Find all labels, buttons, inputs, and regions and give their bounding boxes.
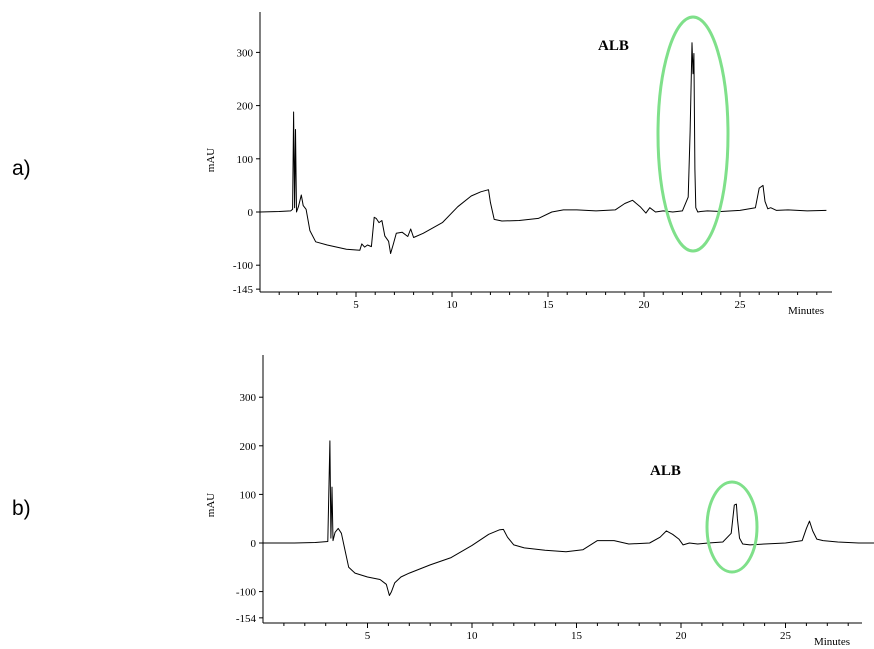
panel-label-a: a) (12, 157, 31, 180)
chart-panel-b: 300 200 100 0 -100 -154 5 10 15 20 25 mAU Minutes ALB (205, 355, 874, 648)
x-tick-label: 10 (467, 630, 479, 642)
chromatogram-trace (263, 440, 874, 596)
y-tick-label: 0 (251, 538, 257, 550)
x-tick-label: 25 (735, 299, 747, 311)
y-tick-label: 300 (237, 47, 254, 59)
chart-panel-a: 300 200 100 0 -100 -145 5 10 15 20 25 mAU Minutes ALB (205, 12, 832, 317)
y-tick-label: -145 (233, 284, 254, 296)
x-axis-title: Minutes (788, 305, 824, 317)
y-tick-label: 0 (248, 207, 254, 219)
y-tick-label: -100 (236, 587, 257, 599)
y-tick-label: -100 (233, 260, 254, 272)
x-tick-label: 15 (571, 630, 583, 642)
x-tick-label: 5 (365, 630, 371, 642)
y-tick-label: 200 (237, 101, 254, 113)
x-axis-title: Minutes (814, 636, 850, 648)
x-tick-label: 5 (353, 299, 359, 311)
x-tick-label: 20 (676, 630, 688, 642)
y-tick-label: 200 (240, 441, 257, 453)
y-axis-title: mAU (205, 493, 217, 518)
y-tick-label: 300 (240, 392, 257, 404)
panel-label-b: b) (12, 497, 31, 520)
x-tick-label: 20 (639, 299, 651, 311)
y-axis-title: mAU (205, 148, 217, 173)
chromatogram-trace (259, 42, 827, 254)
y-tick-label: -154 (236, 613, 257, 625)
alb-peak-highlight (705, 480, 759, 574)
alb-peak-label: ALB (650, 463, 681, 479)
x-tick-label: 10 (447, 299, 459, 311)
x-tick-label: 15 (543, 299, 555, 311)
y-tick-label: 100 (237, 154, 254, 166)
alb-peak-highlight (656, 15, 730, 253)
x-tick-label: 25 (780, 630, 792, 642)
alb-peak-label: ALB (598, 38, 629, 54)
y-tick-label: 100 (240, 489, 257, 501)
